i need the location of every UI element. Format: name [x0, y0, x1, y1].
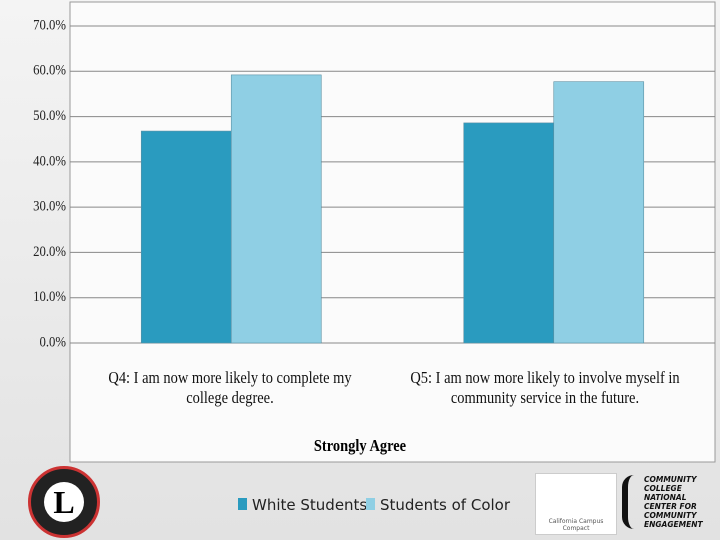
y-tick-label: 50.0%: [33, 108, 66, 124]
y-tick-label: 20.0%: [33, 244, 66, 260]
logo-text: California Campus Compact: [548, 518, 604, 532]
logo-letter: L: [44, 482, 84, 522]
x-tick-label: Q5: I am now more likely to involve myse…: [410, 368, 680, 407]
logo-right: Community College National Center for Co…: [622, 475, 718, 529]
legend-label: Students of Color: [380, 496, 511, 514]
y-tick-label: 70.0%: [33, 18, 66, 34]
y-tick-label: 40.0%: [33, 153, 66, 169]
legend-item: White Students: [238, 496, 367, 514]
bar: [463, 122, 555, 344]
x-axis-title: Strongly Agree: [313, 436, 407, 455]
y-tick-label: 10.0%: [33, 289, 66, 305]
y-tick-label: 0.0%: [39, 335, 66, 351]
logo-left: L: [28, 466, 100, 538]
bar: [140, 130, 232, 344]
bar: [553, 81, 645, 344]
y-tick-label: 30.0%: [33, 199, 66, 215]
logo-middle: California Campus Compact: [535, 473, 617, 535]
x-tick-label: Q4: I am now more likely to complete my …: [108, 368, 352, 407]
legend-swatch: [366, 498, 375, 510]
logo-text: Community College National Center for Co…: [644, 475, 703, 529]
y-tick-label: 60.0%: [33, 63, 66, 79]
legend-item: Students of Color: [366, 496, 510, 514]
bar: [230, 74, 322, 344]
legend-label: White Students: [252, 496, 368, 514]
legend-swatch: [238, 498, 247, 510]
